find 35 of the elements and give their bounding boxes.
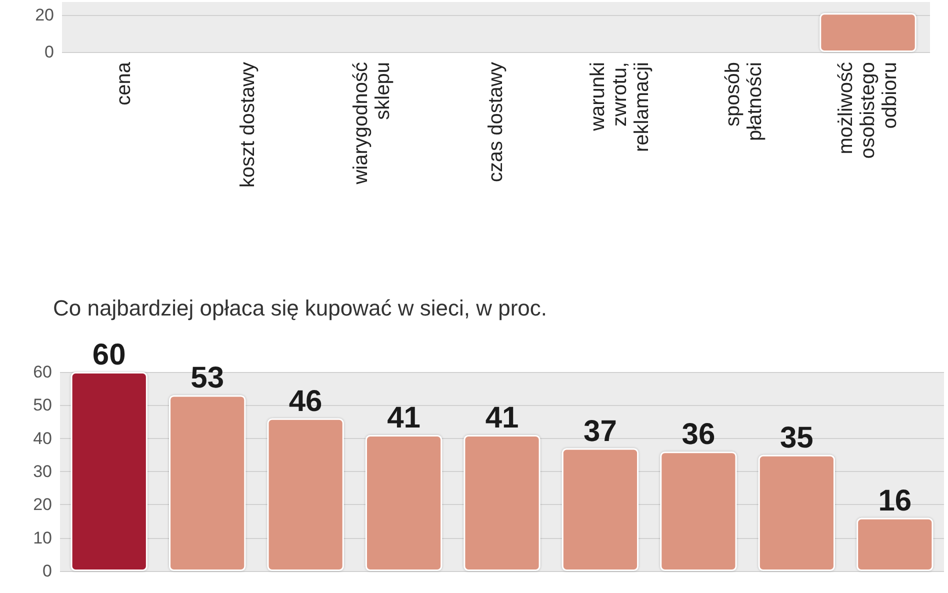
y-tick-label: 0 [44,42,54,62]
y-tick-label: 60 [33,362,52,382]
x-tick-label: warunki zwrotu, reklamacji [587,62,653,152]
x-tick-label: czas dostawy [485,62,507,182]
chart-title: Co najbardziej opłaca się kupować w sieci, w proc. [53,296,548,320]
bar [169,395,246,571]
data-label: 37 [584,414,617,448]
y-tick-label: 40 [33,428,52,448]
bar [267,418,344,571]
y-tick-label: 20 [35,5,54,24]
y-tick-label: 30 [33,462,52,481]
data-label: 41 [485,402,519,435]
data-label: 41 [387,402,420,435]
x-tick-label: sposób płatności [722,62,766,141]
data-label: 53 [190,362,224,395]
data-label: 16 [878,484,912,518]
x-tick-label: koszt dostawy [237,62,259,188]
x-tick-label: możliwość osobistego odbioru [835,62,901,159]
bar [562,448,639,571]
y-tick-label: 0 [42,562,52,580]
data-label: 60 [92,338,126,372]
bar [464,435,540,571]
bar [856,518,934,571]
data-label: 36 [682,418,716,452]
bar [365,435,442,571]
data-label: 35 [780,421,814,454]
data-label: 46 [288,384,322,418]
bar [660,452,737,571]
y-tick-label: 20 [33,495,52,514]
x-tick-label: wiarygodność sklepu [350,62,394,186]
y-tick-label: 10 [33,528,52,548]
bar [70,372,148,571]
y-tick-label: 50 [33,396,52,415]
bar [758,454,835,571]
x-tick-label: cena [113,61,135,106]
